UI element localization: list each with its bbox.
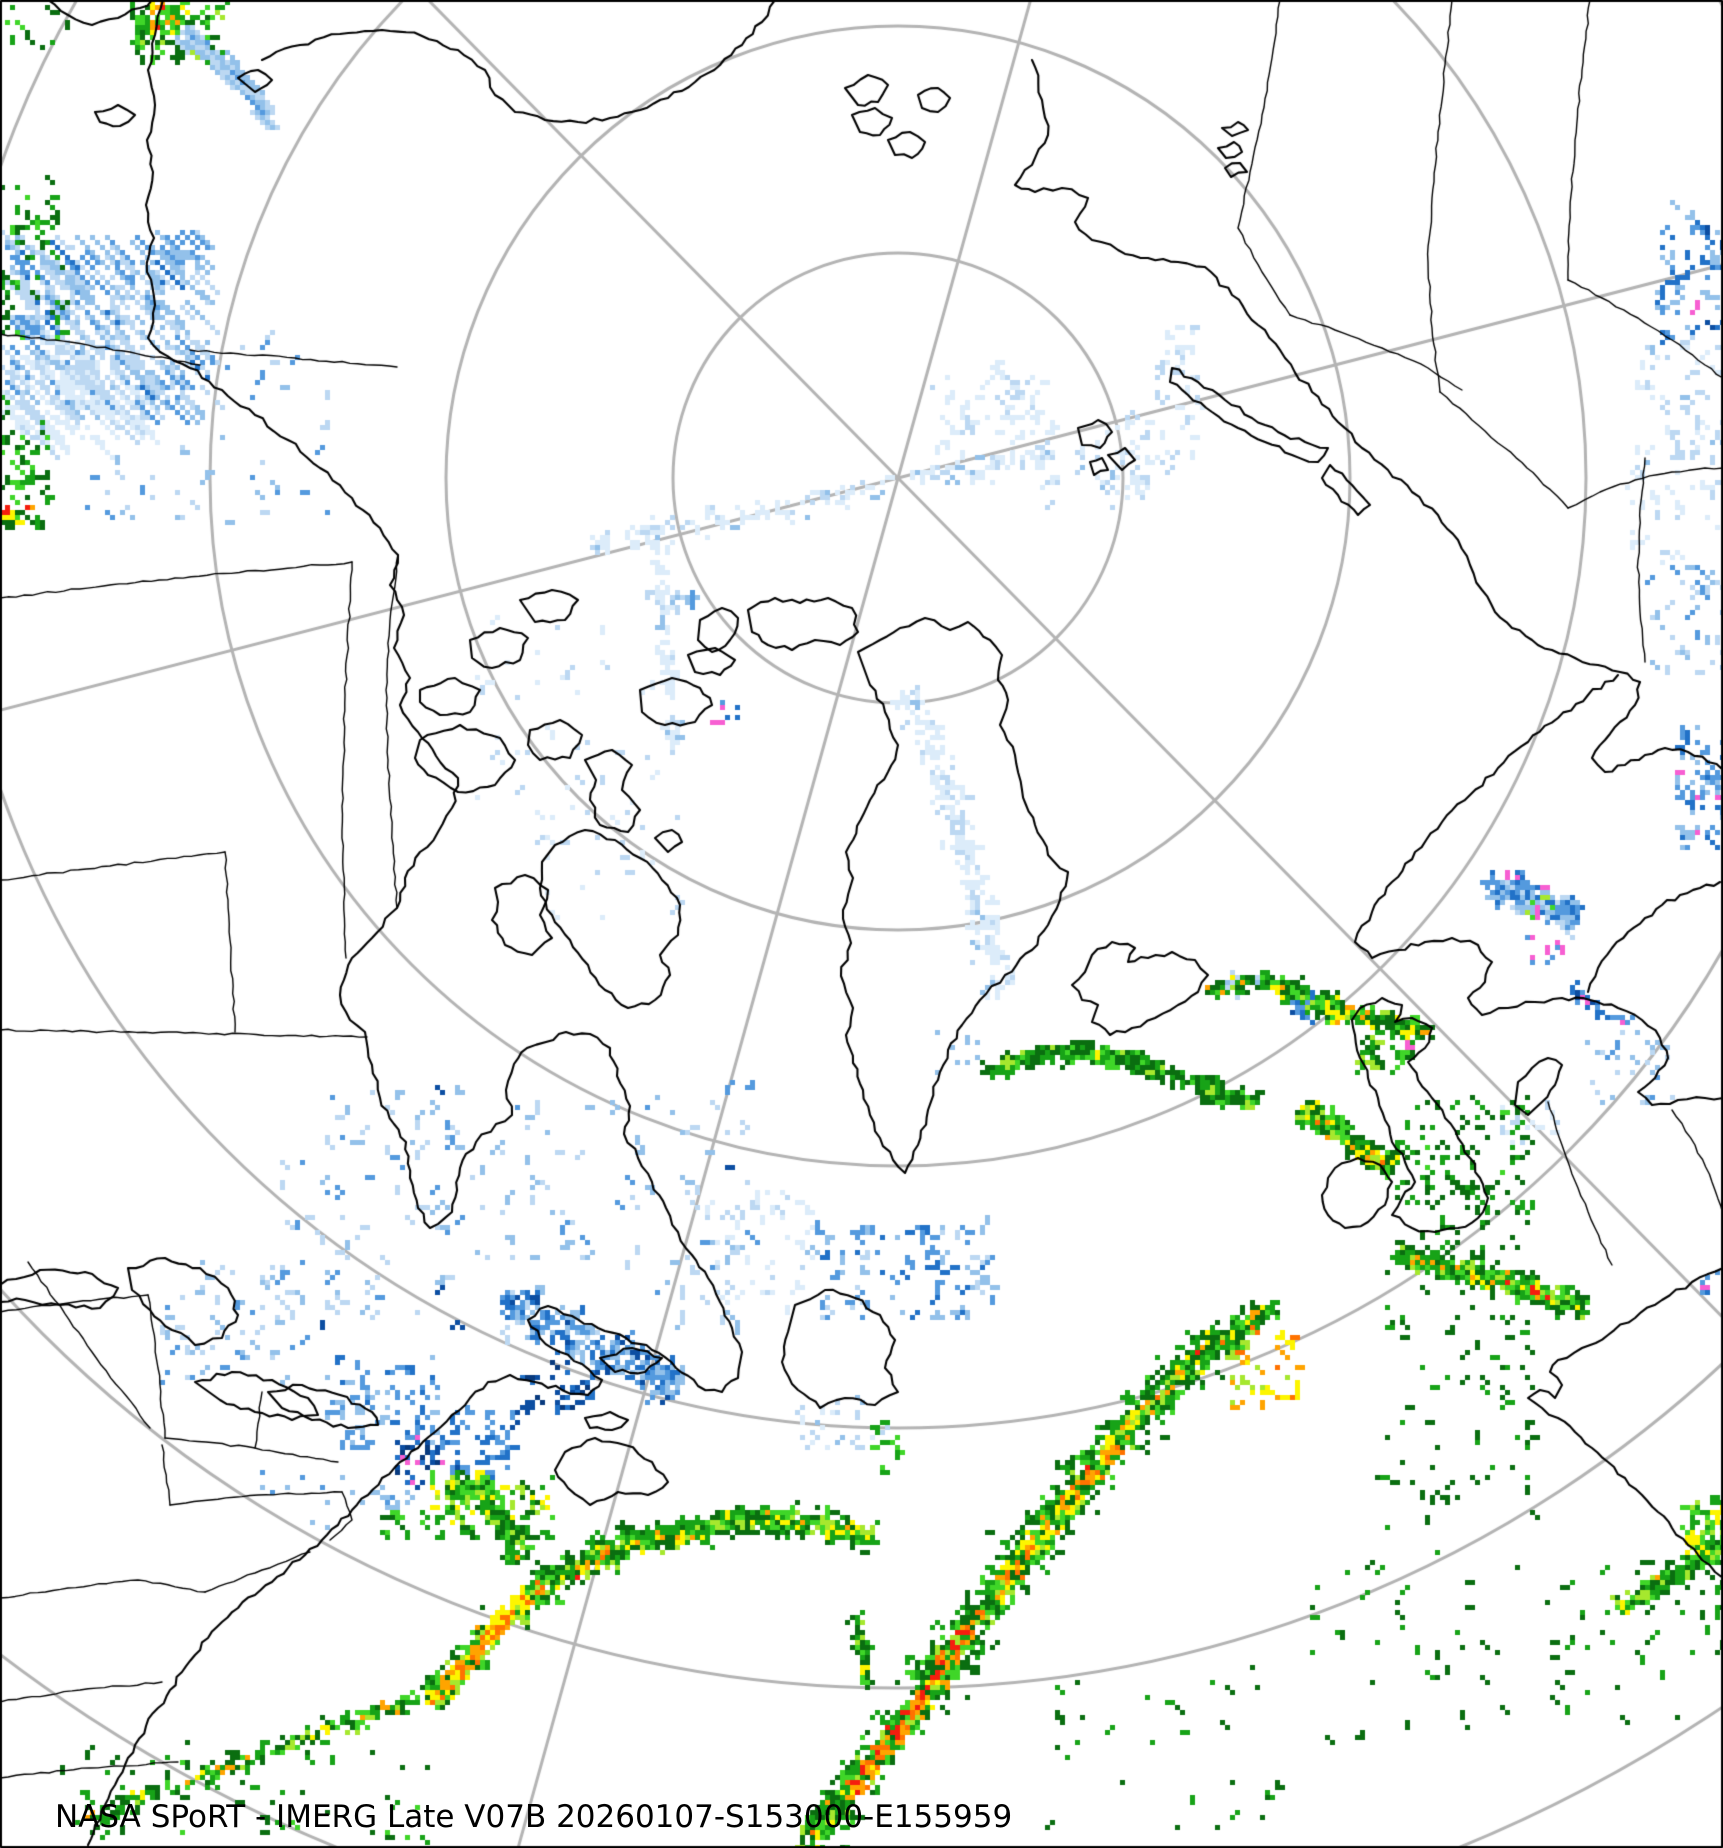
map-caption: NASA SPoRT - IMERG Late V07B 20260107-S1… [55,1799,1013,1835]
